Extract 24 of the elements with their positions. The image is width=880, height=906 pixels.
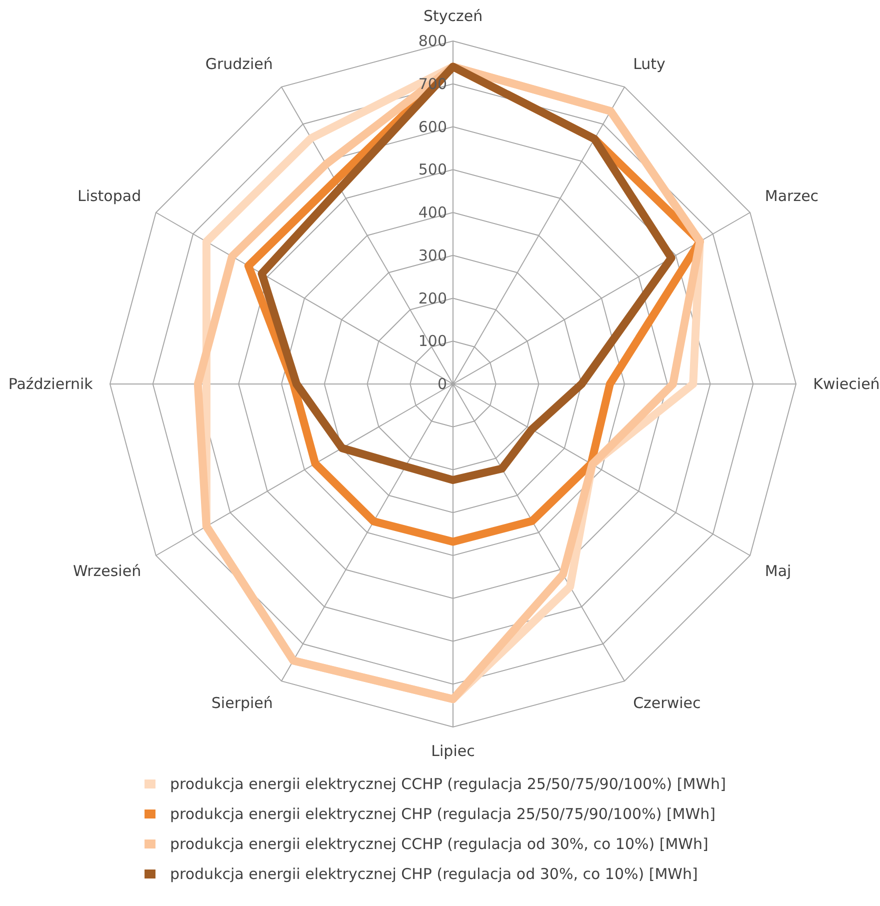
y-tick-label: 0	[437, 375, 447, 393]
spoke-label: Luty	[633, 55, 666, 74]
spoke-label: Październik	[8, 375, 94, 393]
spoke-label: Wrzesień	[72, 562, 142, 580]
legend-label: produkcja energii elektrycznej CHP (regulacja 25/50/75/90/100%) [MWh]	[170, 805, 716, 823]
y-tick-label: 500	[418, 160, 447, 179]
spoke-label: Czerwiec	[633, 694, 701, 712]
spoke-label: Grudzień	[205, 55, 273, 74]
y-tick-label: 200	[418, 289, 447, 308]
spoke-label: Lipiec	[431, 742, 475, 760]
legend-label: produkcja energii elektrycznej CCHP (regulacja 25/50/75/90/100%) [MWh]	[170, 775, 726, 793]
spoke-label: Sierpień	[211, 694, 273, 712]
y-tick-label: 400	[418, 204, 447, 222]
spoke-label: Maj	[764, 562, 792, 580]
y-tick-label: 300	[418, 246, 447, 264]
spoke-label: Kwiecień	[813, 375, 880, 393]
spoke-label: Listopad	[77, 186, 142, 205]
y-tick-label: 600	[418, 118, 447, 136]
legend-label: produkcja energii elektrycznej CCHP (regulacja od 30%, co 10%) [MWh]	[170, 835, 708, 853]
y-tick-label: 800	[418, 32, 447, 50]
y-tick-label: 100	[418, 332, 447, 350]
spoke-label: Styczeń	[423, 6, 483, 25]
spoke-label: Marzec	[764, 186, 819, 205]
legend-label: produkcja energii elektrycznej CHP (regulacja od 30%, co 10%) [MWh]	[170, 865, 698, 883]
